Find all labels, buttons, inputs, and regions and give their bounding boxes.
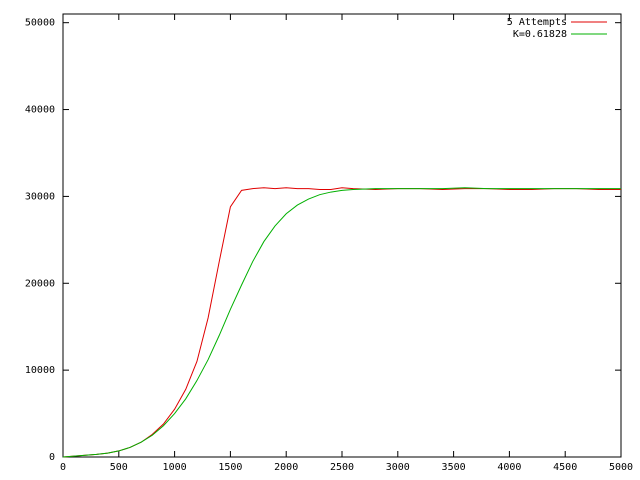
y-tick-label: 0 bbox=[49, 452, 55, 463]
x-tick-label: 2500 bbox=[330, 462, 354, 473]
x-tick-label: 2000 bbox=[274, 462, 298, 473]
y-tick-label: 30000 bbox=[25, 191, 55, 202]
y-tick-label: 50000 bbox=[25, 18, 55, 29]
x-tick-label: 1000 bbox=[163, 462, 187, 473]
x-tick-label: 0 bbox=[60, 462, 66, 473]
data-line bbox=[62, 187, 621, 458]
x-tick-label: 5000 bbox=[609, 462, 633, 473]
y-tick-label: 40000 bbox=[25, 105, 55, 116]
x-tick-label: 4500 bbox=[553, 462, 577, 473]
x-tick-label: 4000 bbox=[497, 462, 521, 473]
x-tick-label: 3000 bbox=[386, 462, 410, 473]
plot-border bbox=[62, 13, 622, 458]
y-tick-label: 10000 bbox=[25, 365, 55, 376]
x-tick-label: 3500 bbox=[442, 462, 466, 473]
data-line bbox=[62, 187, 621, 458]
x-tick-label: 500 bbox=[110, 462, 128, 473]
x-tick-label: 1500 bbox=[218, 462, 242, 473]
legend-label: K=0.61828 bbox=[513, 29, 567, 40]
y-tick-label: 20000 bbox=[25, 278, 55, 289]
legend-label: 5 Attempts bbox=[507, 17, 567, 28]
